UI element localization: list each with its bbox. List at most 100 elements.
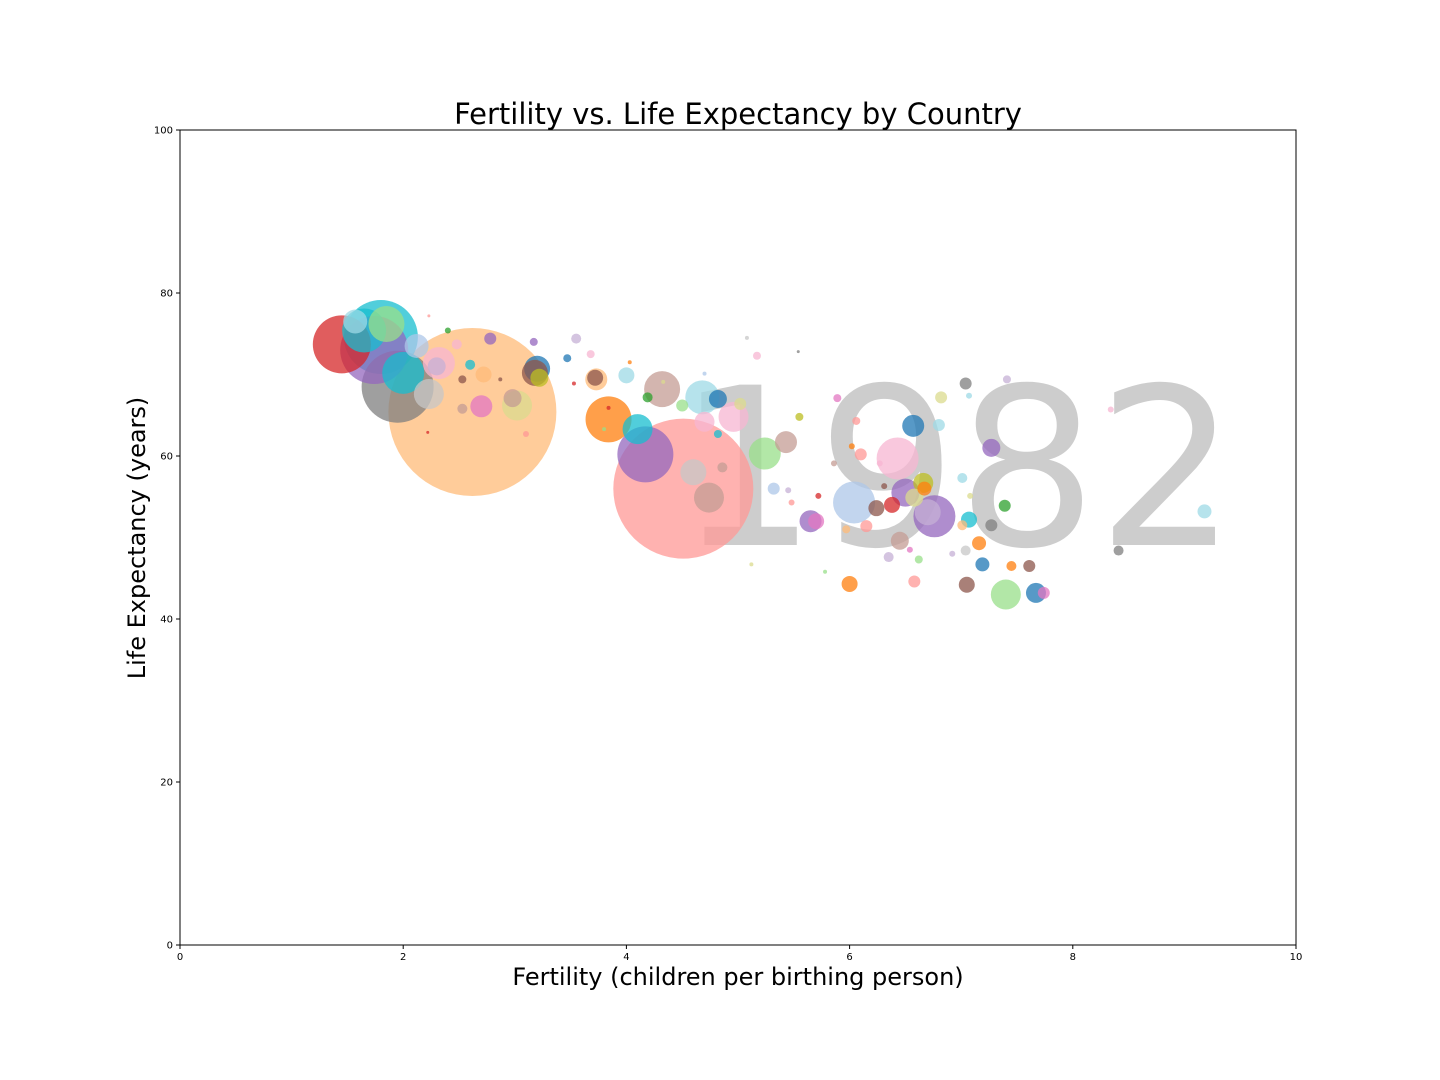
bubble-point-77 — [959, 377, 972, 390]
bubble-point-69 — [917, 481, 932, 496]
bubble-point-98 — [498, 377, 503, 382]
bubble-point-81 — [960, 545, 971, 556]
bubble-point-120 — [744, 335, 749, 340]
y-axis-ticks: 0 20 40 60 80 100 — [154, 126, 180, 952]
bubble-point-20 — [530, 368, 549, 387]
bubble-point-9 — [343, 309, 368, 334]
bubble-point-54 — [808, 513, 825, 530]
bubble-point-95 — [1107, 406, 1114, 413]
y-tick-label: 20 — [160, 778, 173, 789]
plot-frame — [179, 129, 1297, 946]
bubble-point-105 — [749, 562, 754, 567]
bubble-point-103 — [627, 360, 632, 365]
bubble-point-87 — [998, 499, 1011, 512]
x-axis-label: Fertility (children per birthing person) — [512, 963, 963, 991]
bubble-point-97 — [444, 327, 451, 334]
bubble-point-60 — [860, 520, 873, 533]
bubble-point-29 — [586, 350, 595, 359]
y-axis-label: Life Expectancy (years) — [123, 397, 151, 680]
y-tick-label: 0 — [167, 941, 173, 952]
bubble-point-37 — [642, 392, 653, 403]
bubble-point-21 — [484, 332, 497, 345]
bubble-point-102 — [602, 427, 607, 432]
bubble-point-83 — [975, 557, 990, 572]
bubble-point-24 — [457, 403, 468, 414]
bubble-point-78 — [957, 473, 968, 484]
bubble-point-32 — [585, 396, 632, 443]
bubble-point-85 — [982, 438, 1001, 457]
bubble-point-25 — [451, 339, 462, 350]
bubble-point-91 — [1023, 560, 1036, 573]
bubble-point-27 — [571, 333, 582, 344]
bubble-point-86 — [985, 519, 998, 532]
bubble-point-119 — [702, 371, 707, 376]
x-tick-label: 0 — [177, 952, 183, 963]
bubble-point-115 — [967, 492, 974, 499]
bubble-point-34 — [622, 414, 653, 445]
bubble-point-61 — [868, 500, 885, 517]
bubble-point-112 — [881, 483, 888, 490]
bubble-point-76 — [932, 419, 945, 432]
bubble-point-106 — [815, 492, 822, 499]
bubble-point-123 — [426, 430, 430, 434]
bubble-point-7 — [368, 305, 405, 342]
bubble-point-65 — [890, 531, 909, 550]
bubble-point-39 — [685, 380, 720, 415]
bubble-point-63 — [876, 437, 919, 480]
bubble-point-23 — [458, 375, 467, 384]
bubble-point-88 — [1002, 375, 1011, 384]
bubble-point-89 — [990, 579, 1021, 610]
bubble-point-22 — [465, 359, 476, 370]
x-tick-label: 10 — [1290, 952, 1303, 963]
bubble-point-16 — [503, 389, 522, 408]
x-tick-label: 4 — [623, 952, 629, 963]
bubble-point-28 — [563, 354, 572, 363]
bubble-point-38 — [676, 399, 689, 412]
bubble-point-59 — [854, 448, 867, 461]
bubble-point-26 — [529, 337, 538, 346]
bubble-point-117 — [788, 499, 795, 506]
bubble-point-62 — [884, 496, 901, 513]
y-tick-label: 40 — [160, 615, 173, 626]
bubble-point-107 — [823, 569, 828, 574]
y-tick-label: 60 — [160, 452, 173, 463]
bubble-point-44 — [713, 429, 722, 438]
bubble-point-122 — [427, 314, 431, 318]
bubble-point-101 — [606, 405, 611, 410]
x-tick-label: 6 — [846, 952, 852, 963]
x-tick-label: 8 — [1070, 952, 1076, 963]
bubble-point-47 — [734, 397, 747, 410]
bubble-point-108 — [830, 460, 837, 467]
y-tick-label: 80 — [160, 289, 173, 300]
bubble-point-84 — [958, 576, 975, 593]
bubble-point-51 — [767, 482, 780, 495]
year-watermark: 1982 — [677, 341, 1237, 597]
bubble-point-121 — [796, 350, 800, 354]
bubble-point-13 — [427, 357, 446, 376]
x-tick-label: 2 — [400, 952, 406, 963]
bubble-point-58 — [852, 416, 861, 425]
bubble-point-94 — [1113, 545, 1124, 556]
x-axis-ticks: 0 2 4 6 8 10 — [177, 945, 1303, 963]
bubble-point-49 — [748, 437, 781, 470]
bubbles-layer — [312, 300, 1212, 610]
bubble-point-80 — [957, 520, 968, 531]
bubble-point-104 — [661, 379, 666, 384]
bubble-point-40 — [694, 411, 715, 432]
bubble-point-10 — [404, 333, 429, 358]
bubble-point-116 — [966, 392, 973, 399]
bubble-point-118 — [785, 487, 792, 494]
bubble-point-75 — [935, 391, 948, 404]
bubble-point-50 — [774, 431, 797, 454]
bubble-point-43 — [708, 389, 727, 408]
bubble-point-45 — [717, 462, 728, 473]
bubble-point-111 — [876, 460, 883, 467]
bubble-point-36 — [644, 371, 681, 408]
bubble-point-110 — [848, 443, 855, 450]
bubble-point-52 — [795, 412, 804, 421]
bubble-point-70 — [914, 499, 941, 526]
bubble-point-48 — [752, 351, 761, 360]
bubble-point-114 — [949, 550, 956, 557]
bubble-point-113 — [906, 546, 913, 553]
bubble-point-109 — [842, 525, 851, 534]
